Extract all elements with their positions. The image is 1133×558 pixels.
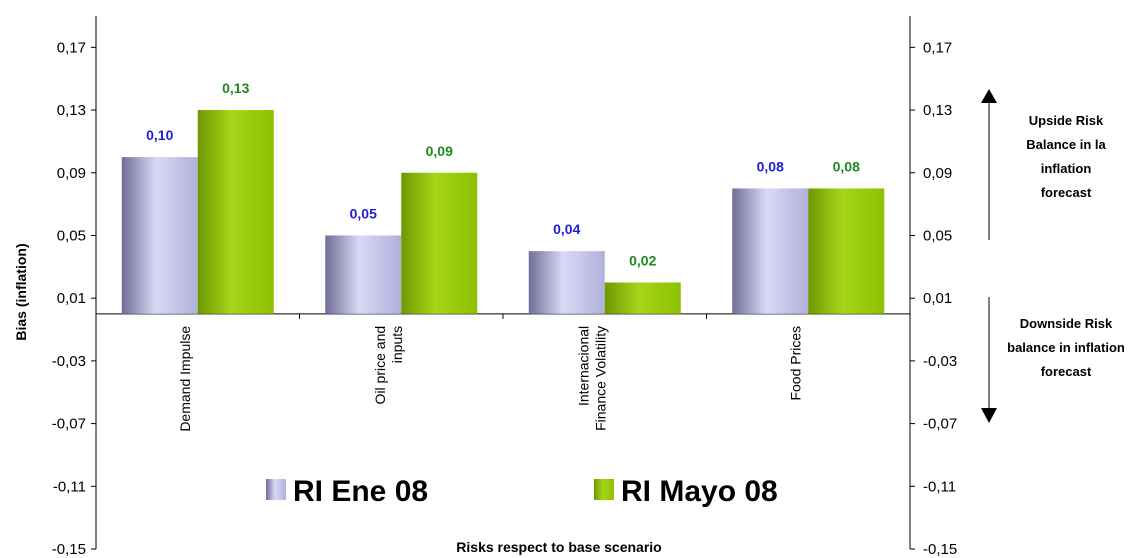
y-axis-label: Bias (inflation) [13, 243, 29, 340]
x-axis-label: Risks respect to base scenario [456, 539, 661, 555]
data-label-ri-ene-08-0: 0,10 [146, 127, 173, 143]
y-tick-label-right: -0,11 [923, 478, 956, 495]
downside-risk-note: Downside Risk [1020, 316, 1113, 331]
y-tick-label-right: 0,17 [923, 39, 952, 56]
bar-ri-mayo-08-3 [808, 188, 885, 314]
data-label-ri-mayo-08-2: 0,02 [629, 253, 656, 269]
legend: RI Ene 08 RI Mayo 08 [266, 475, 778, 508]
up-arrow-icon [981, 89, 997, 103]
y-tick-label-right: -0,15 [923, 541, 957, 558]
y-tick-label-left: -0,03 [52, 353, 86, 370]
bar-ri-ene-08-2 [528, 251, 605, 314]
y-tick-label-left: 0,01 [57, 290, 86, 307]
category-label-1: inputs [389, 326, 405, 363]
data-label-ri-mayo-08-1: 0,09 [426, 143, 453, 159]
upside-risk-note: Balance in la [1026, 137, 1106, 152]
y-tick-label-right: -0,03 [923, 353, 957, 370]
y-tick-label-right: 0,13 [923, 102, 952, 119]
bar-ri-ene-08-0 [121, 157, 198, 314]
category-label-0: Demand Impulse [177, 326, 193, 432]
bar-ri-ene-08-1 [325, 235, 402, 314]
upside-risk-note: inflation [1041, 161, 1092, 176]
bar-ri-mayo-08-0 [197, 110, 274, 314]
y-tick-label-left: 0,17 [57, 39, 86, 56]
data-label-ri-ene-08-1: 0,05 [350, 205, 377, 221]
legend-label-ri-mayo-08: RI Mayo 08 [621, 475, 778, 508]
downside-risk-note: balance in inflation [1007, 340, 1125, 355]
bar-ri-mayo-08-2 [604, 282, 681, 314]
data-label-ri-mayo-08-0: 0,13 [222, 80, 249, 96]
y-tick-label-left: -0,11 [53, 478, 86, 495]
y-tick-label-right: 0,09 [923, 165, 952, 182]
axes: -0,15 -0,15 -0,11 -0,11 -0,07 -0,07 -0,03 -0,03… [52, 16, 957, 558]
category-labels: Demand Impulse Oil price and inputs Interna… [177, 326, 804, 432]
legend-label-ri-ene-08: RI Ene 08 [293, 475, 428, 508]
y-tick-label-left: 0,13 [57, 102, 86, 119]
y-tick-label-left: 0,05 [57, 227, 86, 244]
down-arrow-icon [981, 408, 997, 423]
data-label-ri-ene-08-3: 0,08 [757, 158, 784, 174]
y-tick-label-left: -0,07 [52, 416, 86, 433]
bar-ri-ene-08-3 [732, 188, 809, 314]
legend-swatch-ri-mayo-08 [594, 479, 614, 500]
legend-swatch-ri-ene-08 [266, 479, 286, 500]
y-tick-label-right: 0,01 [923, 290, 952, 307]
y-tick-label-right: -0,07 [923, 416, 957, 433]
y-tick-label-left: -0,15 [52, 541, 86, 558]
bar-ri-mayo-08-1 [401, 172, 478, 314]
risk-annotations: Upside Risk Balance in la inflation forecas… [981, 89, 1125, 423]
downside-risk-note: forecast [1041, 364, 1092, 379]
upside-risk-note: Upside Risk [1029, 113, 1104, 128]
y-tick-label-left: 0,09 [57, 165, 86, 182]
bars [121, 110, 885, 314]
data-labels: 0,10 0,13 0,05 0,09 0,04 0,02 0,08 0,08 [146, 80, 860, 268]
y-tick-label-right: 0,05 [923, 227, 952, 244]
category-label-3: Food Prices [787, 326, 803, 401]
data-label-ri-mayo-08-3: 0,08 [833, 158, 860, 174]
data-label-ri-ene-08-2: 0,04 [553, 221, 580, 237]
category-label-2: Internacional [575, 326, 591, 406]
upside-risk-note: forecast [1041, 185, 1092, 200]
category-label-2: Finance Volatility [592, 326, 608, 431]
category-label-1: Oil price and [372, 326, 388, 405]
